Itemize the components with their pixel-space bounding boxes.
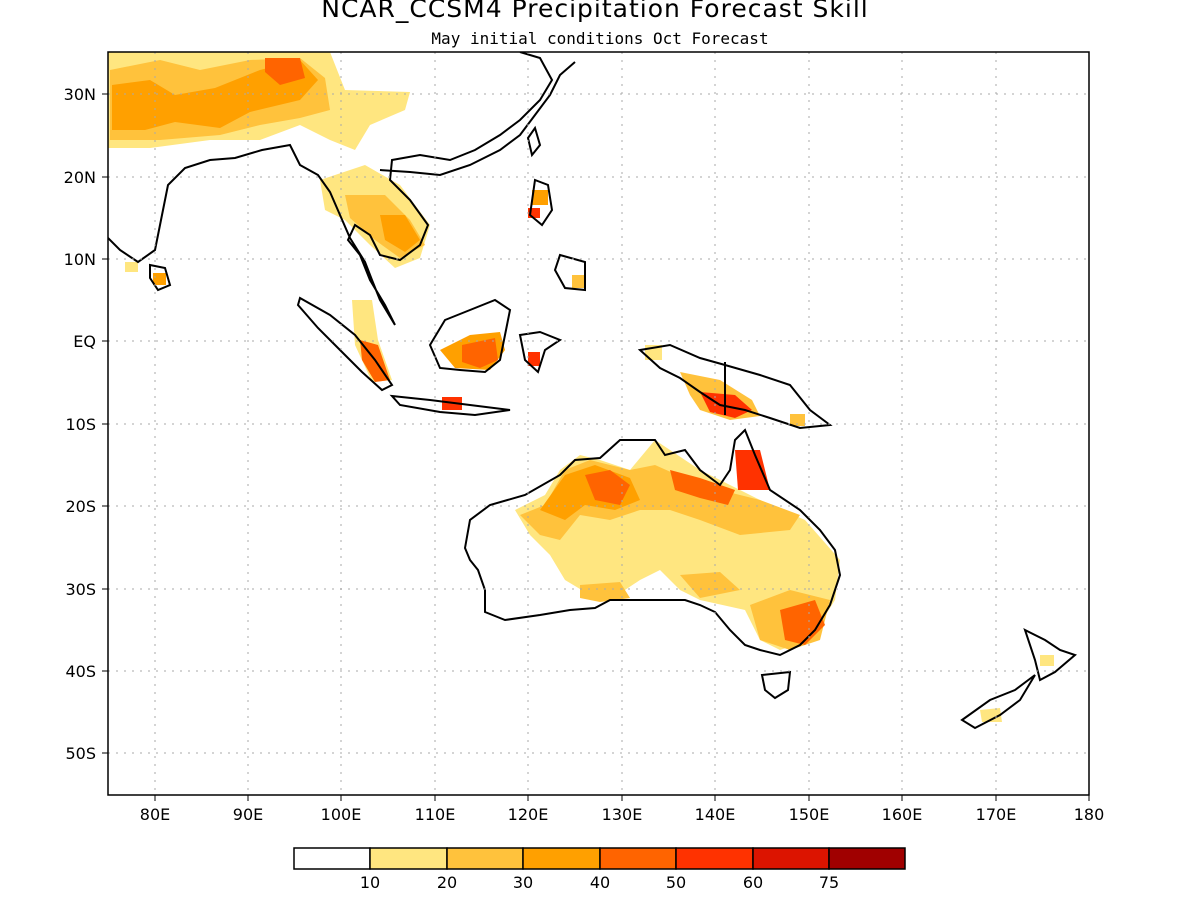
lat-label-10s: 10S: [65, 415, 96, 434]
coast-nz-south: [960, 674, 1036, 730]
shade-kimberley-peak: [585, 470, 630, 505]
colorbar-swatch-2: [446, 847, 524, 870]
colorbar-swatch-4: [599, 847, 677, 870]
coast-newguinea: [637, 343, 833, 430]
shade-sulawesi: [528, 352, 540, 366]
coast-taiwan: [526, 125, 542, 158]
shade-himalaya-peak: [265, 58, 305, 85]
colorbar-swatch-0: [293, 847, 371, 870]
lon-label-110e: 110E: [415, 805, 456, 824]
coast-nz-north: [1023, 628, 1077, 682]
lon-label-90e: 90E: [233, 805, 263, 824]
shade-east-aus-core: [780, 600, 825, 645]
coast-borneo: [428, 298, 512, 374]
lon-label-160e: 160E: [882, 805, 923, 824]
lat-label-10n: 10N: [64, 250, 96, 269]
coast-luzon: [528, 178, 554, 227]
colorbar-label-20: 20: [437, 873, 457, 892]
lat-label-eq: EQ: [73, 332, 96, 351]
shade-borneo-core: [462, 338, 498, 368]
gridlines: [108, 52, 1089, 795]
lon-label-100e: 100E: [321, 805, 362, 824]
lon-label-150e: 150E: [789, 805, 830, 824]
lat-label-40s: 40S: [65, 662, 96, 681]
lat-label-30s: 30S: [65, 580, 96, 599]
coast-sumatra: [296, 296, 394, 392]
shade-nz-north: [1040, 655, 1054, 666]
coast-tasmania: [760, 670, 792, 700]
lat-label-20s: 20S: [65, 497, 96, 516]
coast-mindanao: [553, 253, 586, 292]
shade-indochina-core: [380, 215, 420, 252]
shade-gulf: [670, 470, 735, 505]
colorbar-swatch-7: [828, 847, 906, 870]
shade-capeyork: [735, 450, 770, 490]
coast-sulawesi: [518, 330, 563, 374]
shade-srilanka-light: [125, 262, 138, 272]
colorbar-label-60: 60: [743, 873, 763, 892]
shade-luzon: [532, 190, 548, 205]
shade-newguinea-east: [790, 414, 805, 426]
colorbar-label-75: 75: [819, 873, 839, 892]
coast-asia-china: [379, 61, 576, 177]
skill-shading: [108, 52, 1054, 722]
colorbar-swatch-1: [369, 847, 448, 870]
coast-australia: [463, 428, 842, 657]
colorbar-swatch-5: [675, 847, 754, 870]
shade-himalaya-core: [112, 60, 318, 130]
map-title: NCAR_CCSM4 Precipitation Forecast Skill: [321, 0, 869, 23]
shade-south-aus: [680, 572, 740, 598]
lon-label-130e: 130E: [602, 805, 643, 824]
lon-label-80e: 80E: [140, 805, 170, 824]
shade-nz: [980, 708, 1002, 722]
coast-java: [389, 394, 511, 417]
lon-label-180: 180: [1074, 805, 1105, 824]
lon-label-120e: 120E: [508, 805, 549, 824]
map-subtitle: May initial conditions Oct Forecast: [431, 29, 769, 48]
shade-sw-aus: [580, 582, 630, 602]
colorbar-label-40: 40: [590, 873, 610, 892]
colorbar-label-50: 50: [666, 873, 686, 892]
shade-mindanao: [572, 275, 585, 288]
colorbar-swatch-6: [752, 847, 830, 870]
coastlines: [108, 52, 1077, 730]
coast-asia: [108, 52, 554, 326]
colorbar-label-30: 30: [513, 873, 533, 892]
colorbar: 10 20 30 40 50 60 75: [293, 847, 906, 892]
colorbar-label-10: 10: [360, 873, 380, 892]
coast-srilanka: [149, 263, 172, 292]
axis-ticks: [102, 93, 1090, 801]
lon-label-140e: 140E: [695, 805, 736, 824]
lat-label-30n: 30N: [64, 85, 96, 104]
lat-labels: 30N 20N 10N EQ 10S 20S 30S 40S 50S: [64, 85, 96, 763]
lon-label-170e: 170E: [976, 805, 1017, 824]
lon-labels: 80E 90E 100E 110E 120E 130E 140E 150E 16…: [140, 805, 1105, 824]
colorbar-swatch-3: [522, 847, 601, 870]
lat-label-20n: 20N: [64, 168, 96, 187]
lat-label-50s: 50S: [65, 744, 96, 763]
shade-srilanka: [153, 273, 166, 285]
